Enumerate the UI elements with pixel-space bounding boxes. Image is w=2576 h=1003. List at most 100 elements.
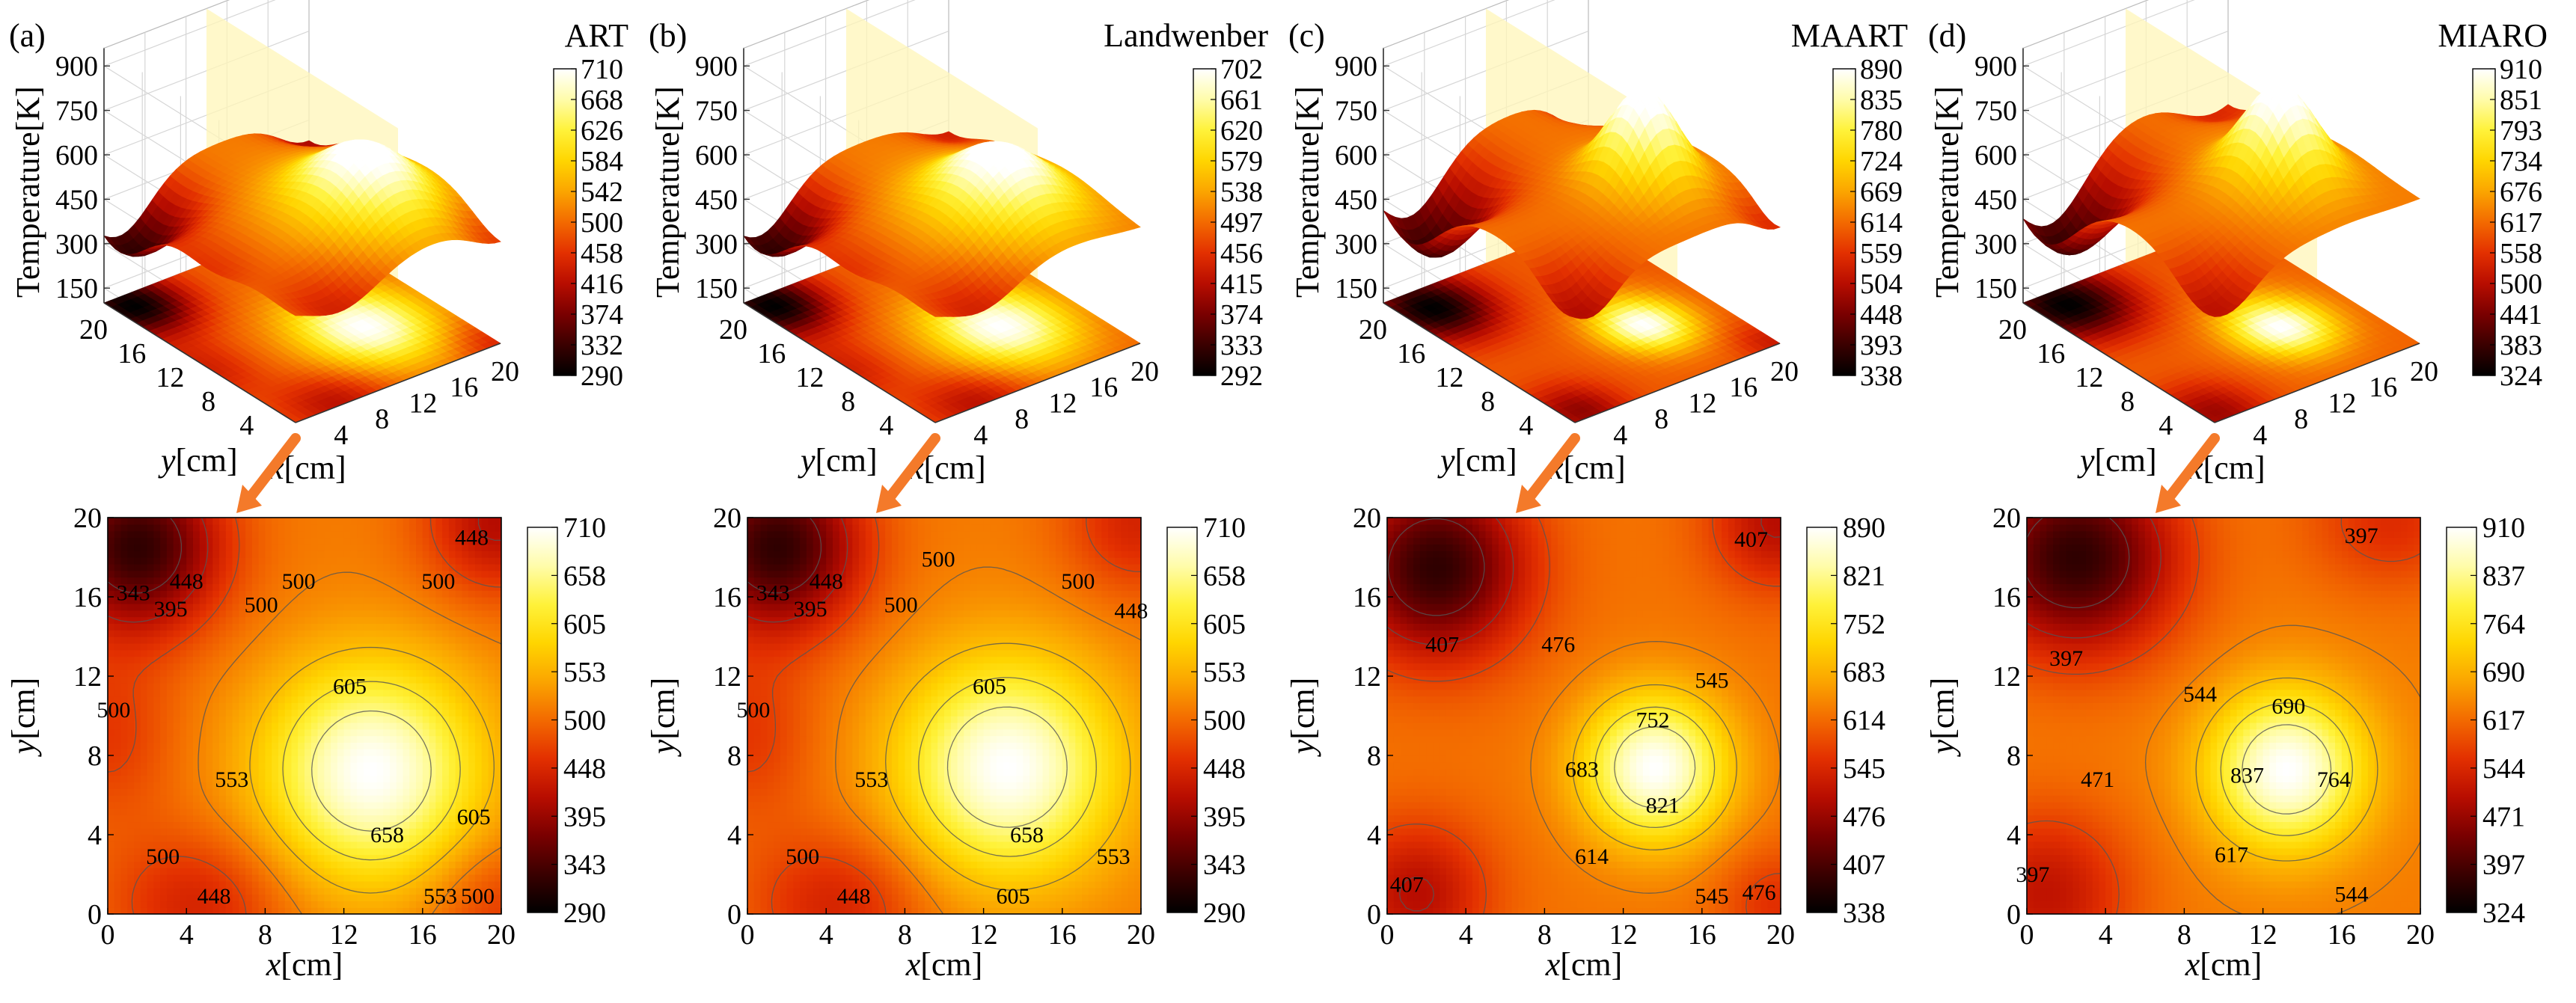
heatmap-cell xyxy=(265,518,272,525)
heatmap-cell xyxy=(160,689,168,697)
heatmap-cell xyxy=(206,663,213,670)
heatmap-cell xyxy=(396,782,404,789)
heatmap-cell xyxy=(403,901,410,908)
heatmap-cell xyxy=(251,518,260,525)
heatmap-cell xyxy=(180,795,187,803)
heatmap-cell xyxy=(225,530,233,539)
heatmap-cell xyxy=(147,642,155,651)
heatmap-cell xyxy=(376,880,384,889)
heatmap-cell xyxy=(350,801,358,809)
heatmap-cell xyxy=(134,550,141,558)
heatmap-cell xyxy=(232,901,240,908)
heatmap-cell xyxy=(305,524,312,532)
heatmap-cell xyxy=(232,894,240,902)
heatmap-cell xyxy=(251,868,260,875)
heatmap-cell xyxy=(396,597,404,604)
heatmap-cell xyxy=(298,847,305,856)
heatmap-cell xyxy=(376,702,384,710)
heatmap-cell xyxy=(245,577,253,585)
heatmap-cell xyxy=(114,689,122,697)
heatmap-cell xyxy=(225,570,233,578)
heatmap-cell xyxy=(324,669,331,677)
heatmap-cell xyxy=(232,722,240,730)
heatmap-cell xyxy=(331,801,338,809)
heatmap-cell xyxy=(363,755,371,763)
x-tick-label-3d: 12 xyxy=(409,387,437,419)
heatmap-cell xyxy=(134,696,141,704)
heatmap-cell xyxy=(305,729,312,737)
z-tick-label: 900 xyxy=(55,51,98,82)
heatmap-cell xyxy=(305,894,312,902)
heatmap-cell xyxy=(153,768,161,776)
heatmap-cell xyxy=(225,544,233,551)
heatmap-cell xyxy=(225,801,233,809)
heatmap-cell xyxy=(160,630,168,637)
heatmap-cell xyxy=(357,729,364,737)
heatmap-cell xyxy=(317,821,325,829)
heatmap-cell xyxy=(337,795,345,803)
heatmap-cell xyxy=(343,768,352,776)
heatmap-cell xyxy=(370,901,378,908)
heatmap-cell xyxy=(245,847,253,856)
heatmap-cell xyxy=(147,887,155,895)
heatmap-cell xyxy=(305,616,312,625)
heatmap-cell xyxy=(140,742,148,749)
heatmap-cell xyxy=(389,663,397,670)
heatmap-cell xyxy=(357,597,364,604)
heatmap-cell xyxy=(291,649,299,657)
heatmap-cell xyxy=(127,663,135,670)
heatmap-cell xyxy=(350,874,358,882)
heatmap-cell xyxy=(363,801,371,809)
heatmap-cell xyxy=(245,795,253,803)
heatmap-cell xyxy=(160,749,168,756)
heatmap-cell xyxy=(343,530,352,539)
heatmap-cell xyxy=(383,847,391,856)
heatmap-cell xyxy=(389,537,397,545)
heatmap-cell xyxy=(337,590,345,598)
heatmap-cell xyxy=(331,563,338,571)
heatmap-cell xyxy=(147,669,155,677)
heatmap-cell xyxy=(219,637,227,644)
heatmap-cell xyxy=(350,530,358,539)
heatmap-cell xyxy=(206,709,213,717)
heatmap-cell xyxy=(219,861,227,868)
heatmap-cell xyxy=(219,623,227,631)
heatmap-cell xyxy=(343,649,352,657)
heatmap-cell xyxy=(160,557,168,565)
heatmap-cell xyxy=(337,887,345,895)
heatmap-cell xyxy=(317,590,325,598)
heatmap-cell xyxy=(232,716,240,723)
heatmap-cell xyxy=(114,570,122,578)
heatmap-cell xyxy=(206,669,213,677)
heatmap-cell xyxy=(173,782,181,789)
heatmap-cell xyxy=(383,782,391,789)
heatmap-cell xyxy=(298,874,305,882)
heatmap-cell xyxy=(251,583,260,591)
heatmap-cell xyxy=(245,544,253,551)
heatmap-cell xyxy=(225,537,233,545)
heatmap-cell xyxy=(396,518,404,525)
heatmap-cell xyxy=(251,755,260,763)
heatmap-cell xyxy=(403,616,410,625)
heatmap-cell xyxy=(225,663,233,670)
heatmap-cell xyxy=(140,557,148,565)
heatmap-cell xyxy=(258,676,266,684)
heatmap-cell xyxy=(192,828,201,835)
heatmap-cell xyxy=(251,742,260,749)
heatmap-cell xyxy=(305,901,312,908)
heatmap-cell xyxy=(180,841,187,849)
heatmap-cell xyxy=(108,854,115,862)
heatmap-cell xyxy=(206,854,213,862)
heatmap-cell xyxy=(324,630,331,637)
heatmap-cell xyxy=(258,637,266,644)
heatmap-cell xyxy=(239,518,246,525)
heatmap-cell xyxy=(114,854,122,862)
heatmap-cell xyxy=(147,676,155,684)
heatmap-cell xyxy=(317,577,325,585)
heatmap-cell xyxy=(114,749,122,756)
heatmap-cell xyxy=(331,663,338,670)
heatmap-cell xyxy=(140,537,148,545)
z-tick-label: 450 xyxy=(55,184,98,215)
heatmap-cell xyxy=(310,550,319,558)
heatmap-cell xyxy=(403,761,410,770)
